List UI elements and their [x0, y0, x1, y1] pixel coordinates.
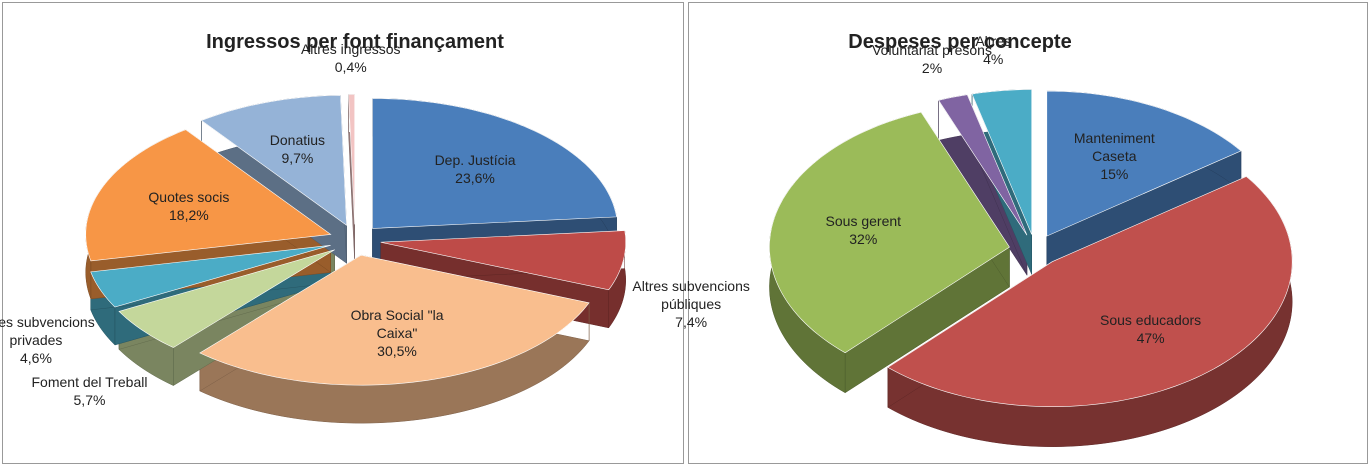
slice [380, 230, 627, 291]
slice [348, 94, 355, 225]
chart-title: Ingressos per font finançament [206, 31, 504, 53]
slice-label: Altres ingressos [300, 41, 401, 57]
slice-value-label: 5,7% [73, 392, 106, 409]
slice-value-label: 4,6% [20, 350, 52, 367]
slice [769, 111, 1010, 354]
slice-value-label: 2% [921, 59, 943, 76]
slice [971, 89, 1033, 235]
slice-value-label: 7,4% [675, 313, 708, 330]
slice-label: Altres [975, 33, 1012, 50]
slice-value-label: 15% [1100, 165, 1129, 182]
slice [199, 254, 590, 386]
slice-value-label: 47% [1136, 330, 1165, 347]
slice-value-label: 9,7% [281, 149, 314, 166]
slice-value-label: 18,2% [169, 206, 209, 223]
slice [938, 94, 1028, 236]
slice-label: Altres subvencions públiques [632, 277, 750, 312]
slice-value-label: 23,6% [455, 170, 495, 186]
slice-value-label: 4% [983, 51, 1004, 68]
slice [887, 176, 1293, 407]
slice-label: Dep. Justícia [434, 152, 516, 168]
slice-label: Altres subvencions privades [0, 314, 95, 349]
slice [1046, 90, 1242, 237]
slice-label: Donatius [269, 131, 326, 148]
chart-title: Despeses per concepte [848, 31, 1072, 53]
slice-label: Voluntariat presons [872, 41, 992, 58]
slice-label: Quotes socis [148, 188, 230, 205]
slice [200, 94, 347, 226]
slice-label: Obra Social "la Caixa" [350, 307, 444, 342]
slice-value-label: 32% [849, 231, 878, 248]
slice [90, 245, 331, 308]
slice-label: Sous gerent [825, 213, 902, 230]
panel [2, 2, 684, 464]
slice-label: Sous educadors [1100, 312, 1202, 329]
slice-label: Manteniment Caseta [1073, 129, 1155, 164]
slice [85, 129, 332, 262]
slice [372, 98, 617, 229]
slice-value-label: 30,5% [377, 343, 417, 360]
slice [118, 249, 335, 348]
slice-label: Foment del Treball [31, 374, 148, 391]
panel [688, 2, 1368, 464]
slice-value-label: 0,4% [334, 59, 367, 75]
